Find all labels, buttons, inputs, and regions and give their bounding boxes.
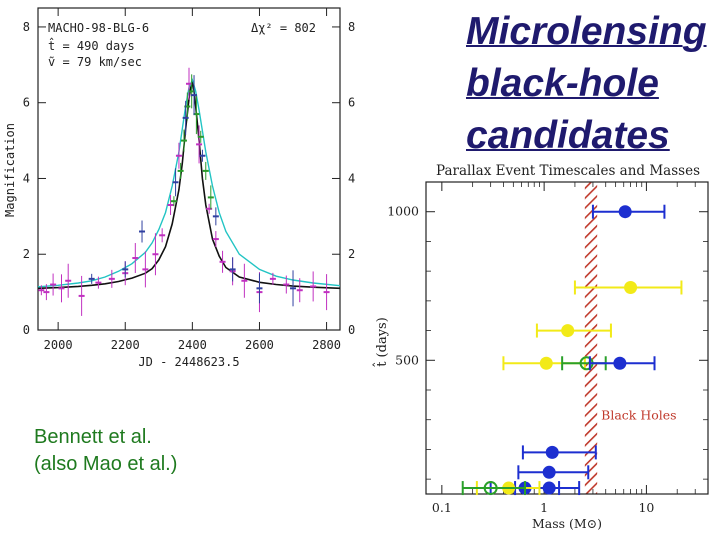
lc-y-tick-label-right: 6 [348,96,355,110]
lc-y-tick-label: 4 [23,171,30,185]
lc-data-point [197,130,204,143]
lc-ylabel: Magnification [3,123,17,217]
lc-data-point [182,100,189,135]
lc-annotation-tau: t̂ = 490 days [48,36,135,53]
mc-frame [425,181,709,495]
lc-x-tick-label: 2600 [245,338,274,352]
lc-data-point [191,75,198,116]
lc-data-point [159,228,166,243]
lc-y-tick-label-right: 0 [348,323,355,337]
lc-data-point [290,270,297,307]
lc-y-tick-label: 6 [23,96,30,110]
slide-title: Microlensing black-hole candidates [466,6,716,162]
lc-data-point [139,220,146,243]
mc-y-tick-label: 500 [395,352,419,367]
lc-y-tick-label-right: 4 [348,171,355,185]
mc-x-tick-label: 0.1 [432,500,452,515]
lc-data-point [132,243,139,274]
mc-x-tick-label: 1 [540,500,548,515]
lc-data-point [65,263,72,298]
lc-x-tick-label: 2800 [312,338,341,352]
lc-data-point [212,231,219,248]
lc-data-point [167,194,174,215]
mc-data-point [573,280,683,295]
black-hole-band [584,182,598,494]
lc-data-point [241,263,248,298]
lc-data-point [38,285,45,296]
credit-line-2: (also Mao et al.) [34,453,178,475]
mc-data-point [591,204,666,219]
lc-data-point [172,168,179,197]
title-line-1: Microlensing [466,10,707,53]
lc-data-point [58,274,65,303]
mc-data-point [521,445,597,460]
lc-data-point [196,125,203,164]
lc-y-tick-label: 2 [23,247,30,261]
lc-data-point [122,261,129,278]
lc-data-point [142,251,149,288]
mc-ylabel: t̂ (days) [372,317,390,367]
mc-title: Parallax Event Timescales and Masses [436,163,700,179]
lc-data-point [50,273,57,296]
lc-annotation-chi2: Δχ² = 802 [251,21,316,35]
lc-xlabel: JD - 2448623.5 [138,355,239,369]
title-line-3: candidates [466,114,670,157]
lc-data-point [207,185,214,210]
lc-data-point [177,162,184,179]
lc-data-point [43,284,50,301]
lc-data-point [323,274,330,311]
lc-ticks: 2000 2200 2400 2600 2800 0 0 2 2 4 4 6 6 8 8 [23,8,355,352]
mc-data-point [461,481,526,496]
mc-xlabel: Mass (M⊙) [532,516,602,531]
lc-x-tick-label: 2200 [111,338,140,352]
lc-frame [37,7,341,331]
lc-data-point [283,275,290,294]
lc-annotation-v: ṽ = 79 km/sec [48,55,142,69]
lc-data-point [219,250,226,273]
credit-line-1: Bennett et al. [34,426,152,448]
lc-data-point [310,271,317,302]
mc-data-point [588,356,656,371]
lc-data-point [108,269,115,288]
lc-data-point [180,129,187,152]
mc-points-group [461,204,683,496]
lc-series-group [38,67,340,316]
lc-data-point [88,273,95,284]
lc-data-point [256,273,263,304]
lc-data-point [199,149,206,162]
lc-data-point [170,196,177,207]
credit-text: Bennett et al. (also Mao et al.) [34,424,177,478]
mc-data-point [535,323,612,338]
lc-data-point [202,161,209,180]
lc-data-point [212,207,219,226]
lc-y-tick-label-right: 8 [348,20,355,34]
title-line-2: black-hole [466,62,659,105]
mc-y-tick-label: 1000 [387,204,419,219]
lc-data-point [296,278,303,303]
lc-data-point [186,67,192,100]
lc-y-tick-label: 0 [23,323,30,337]
parallax-fit-curve [38,81,340,290]
mc-ticks: 0.1 1 10 1000 500 [387,182,708,515]
lc-data-point [269,272,276,285]
lc-y-tick-label-right: 2 [348,247,355,261]
lc-data-point [152,233,159,276]
mc-x-tick-label: 10 [638,500,654,515]
black-hole-label: Black Holes [601,408,676,423]
mc-data-point [517,465,590,480]
lc-x-tick-label: 2000 [44,338,73,352]
lc-data-point [95,276,102,289]
lc-x-tick-label: 2400 [178,338,207,352]
lc-data-point [229,257,236,282]
lc-data-point [175,142,182,169]
lc-data-point [78,275,85,316]
lc-y-tick-label: 8 [23,20,30,34]
lc-title: MACHO-98-BLG-6 [48,21,149,35]
